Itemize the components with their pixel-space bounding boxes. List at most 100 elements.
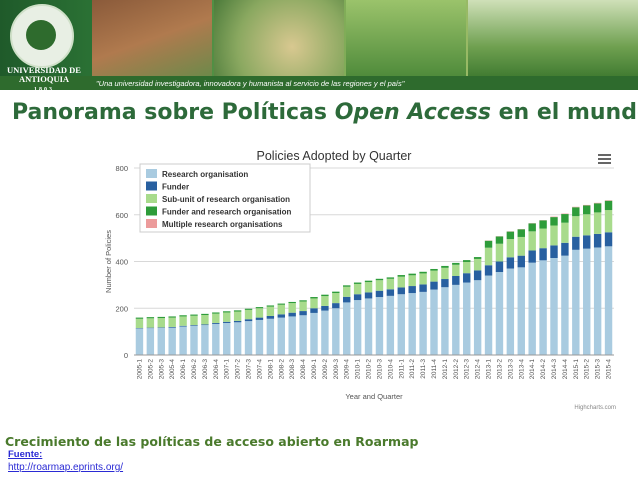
bar-segment <box>168 317 176 327</box>
bar-segment <box>310 308 318 313</box>
bar-segment <box>266 318 275 355</box>
bar-segment <box>321 305 329 311</box>
x-tick-label: 2007-2 <box>235 359 242 380</box>
bar-segment <box>452 284 460 355</box>
bar-segment <box>517 229 525 237</box>
bar-segment <box>604 246 613 355</box>
legend-item: Sub-unit of research organisation <box>162 195 290 204</box>
x-tick-label: 2007-4 <box>256 359 263 380</box>
chart-svg: Policies Adopted by Quarter 0 200 400 600 800… <box>104 149 616 411</box>
chart-menu-icon-line <box>598 162 611 164</box>
y-tick-label: 0 <box>124 351 128 360</box>
bar-segment <box>277 304 285 315</box>
bar-segment <box>452 275 460 285</box>
bar-segment <box>506 268 515 355</box>
bar-segment <box>506 231 515 240</box>
legend-swatch <box>146 169 157 178</box>
bar-segment <box>583 214 591 236</box>
x-tick-label: 2010-2 <box>366 359 373 380</box>
bar-segment <box>310 312 318 355</box>
bar-segment <box>528 250 536 263</box>
bar-segment <box>430 281 438 290</box>
bar-segment <box>408 293 416 355</box>
bar-segment <box>473 270 482 281</box>
bar-segment <box>277 303 285 305</box>
x-tick-label: 2005-3 <box>158 359 165 380</box>
bar-segment <box>212 313 220 323</box>
banner-photo-building <box>92 0 212 78</box>
bar-segment <box>593 233 602 248</box>
bar-segment <box>321 294 329 297</box>
bar-segment <box>266 306 275 316</box>
bar-segment <box>190 325 198 355</box>
bar-segment <box>364 282 373 293</box>
bar-segment <box>201 325 209 355</box>
bar-segment <box>201 315 209 325</box>
bar-segment <box>255 317 264 320</box>
source-link[interactable]: http://roarmap.eprints.org/ <box>8 462 124 473</box>
chart-menu-icon-line <box>598 154 611 156</box>
bar-segment <box>375 278 384 281</box>
bar-segment <box>604 200 613 211</box>
university-name: UNIVERSIDAD DE ANTIOQUIA 1803 <box>7 65 81 91</box>
bar-segment <box>572 236 580 250</box>
x-tick-label: 2009-1 <box>311 359 318 380</box>
bar-segment <box>201 324 209 326</box>
bar-segment <box>484 247 493 266</box>
bar-segment <box>364 292 373 299</box>
source-label: Fuente: <box>8 449 43 460</box>
x-tick-label: 2015-3 <box>595 359 602 380</box>
bar-segment <box>135 328 144 355</box>
x-tick-label: 2005-4 <box>169 359 176 380</box>
chart-credit: Highcharts.com <box>574 405 616 411</box>
bar-segment <box>332 308 340 355</box>
x-tick-label: 2008-4 <box>300 359 307 380</box>
bar-segment <box>463 273 471 283</box>
bar-segment <box>179 316 187 326</box>
bar-segment <box>266 305 275 307</box>
bar-segment <box>495 243 504 262</box>
bar-segment <box>343 296 351 303</box>
page-title: Panorama sobre Políticas Open Access en … <box>12 100 638 125</box>
bar-segment <box>506 239 515 258</box>
x-tick-label: 2008-2 <box>278 359 285 380</box>
x-tick-label: 2012-2 <box>453 359 460 380</box>
bar-segment <box>375 297 384 355</box>
bar-segment <box>288 312 296 317</box>
x-tick-label: 2012-4 <box>475 359 482 380</box>
bar-segment <box>484 240 493 248</box>
x-tick-label: 2013-1 <box>486 359 493 380</box>
bar-segment <box>179 325 187 327</box>
x-tick-label: 2015-1 <box>573 359 580 380</box>
bar-segment <box>463 260 471 262</box>
bar-segment <box>517 255 525 268</box>
bar-segment <box>190 314 198 316</box>
x-tick-label: 2006-3 <box>202 359 209 380</box>
bar-segment <box>539 260 547 355</box>
x-tick-label: 2011-2 <box>409 359 416 379</box>
bar-segment <box>223 321 231 323</box>
x-tick-label: 2014-4 <box>562 359 569 380</box>
bar-segment <box>353 300 362 355</box>
banner-strip <box>0 76 638 90</box>
legend-item: Funder <box>162 183 189 192</box>
header-banner: UNIVERSIDAD DE ANTIOQUIA 1803 "Una univer… <box>0 0 638 90</box>
bar-segment <box>473 280 482 355</box>
bar-segment <box>299 315 307 355</box>
bar-segment <box>539 228 547 249</box>
y-axis-label: Number of Policies <box>104 230 113 293</box>
x-tick-label: 2006-1 <box>180 359 187 380</box>
bar-segment <box>135 317 144 319</box>
x-tick-label: 2010-1 <box>355 359 362 380</box>
x-tick-label: 2014-3 <box>551 359 558 380</box>
bar-segment <box>473 257 482 259</box>
bar-segment <box>495 261 504 273</box>
bar-segment <box>212 312 220 314</box>
x-tick-label: 2007-3 <box>246 359 253 380</box>
bar-segment <box>233 320 242 323</box>
bar-segment <box>332 291 340 294</box>
bar-segment <box>299 300 307 302</box>
chart-title: Policies Adopted by Quarter <box>257 149 412 163</box>
bar-segment <box>419 291 427 355</box>
bar-segment <box>561 255 569 355</box>
